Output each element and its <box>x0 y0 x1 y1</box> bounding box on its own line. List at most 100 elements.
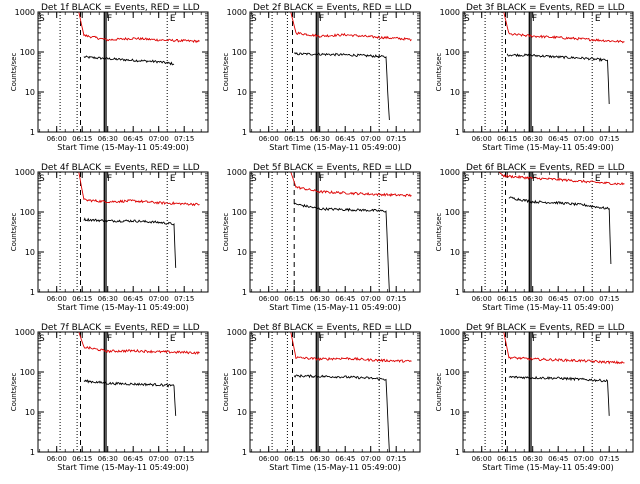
y-tick-label: 100 <box>445 48 460 57</box>
x-tick-label: 06:30 <box>523 135 543 143</box>
marker-s: S <box>39 14 45 24</box>
marker-f: F <box>107 334 112 344</box>
panel-title: Det 7f BLACK = Events, RED = LLD <box>41 323 200 333</box>
y-tick-label: 100 <box>20 368 35 377</box>
y-tick-label: 1 <box>455 128 460 137</box>
plot-frame <box>462 331 634 453</box>
x-tick-label: 06:30 <box>310 455 330 463</box>
lld-series-line <box>463 172 625 186</box>
x-tick-label: 06:45 <box>548 295 568 303</box>
y-tick-label: 1 <box>30 288 35 297</box>
panel-3: Det 3f BLACK = Events, RED = LLD 1 10 100 10… <box>435 3 634 152</box>
panel-6: Det 6f BLACK = Events, RED = LLD 1 10 100 10… <box>435 163 634 312</box>
x-tick-label: 07:15 <box>174 455 194 463</box>
y-tick-label: 1000 <box>440 328 460 337</box>
y-tick-label: 1 <box>455 448 460 457</box>
x-tick-label: 06:15 <box>72 295 92 303</box>
panel-1: Det 1f BLACK = Events, RED = LLD 1 10 100 10… <box>10 3 209 152</box>
events-series-line <box>83 55 175 66</box>
y-tick-label: 100 <box>445 368 460 377</box>
marker-f: F <box>319 14 324 24</box>
x-tick-label: 06:00 <box>259 455 279 463</box>
y-tick-label: 100 <box>445 208 460 217</box>
x-tick-label: 06:30 <box>98 295 118 303</box>
x-tick-label: 06:30 <box>98 135 118 143</box>
marker-s: S <box>464 174 470 184</box>
panel-7: Det 7f BLACK = Events, RED = LLD 1 10 100 10… <box>10 323 209 472</box>
marker-f: F <box>107 174 112 184</box>
marker-e: E <box>382 334 388 344</box>
x-tick-label: 06:30 <box>523 295 543 303</box>
panel-title: Det 5f BLACK = Events, RED = LLD <box>253 163 412 173</box>
x-axis-label: Start Time (15-May-11 05:49:00) <box>482 463 613 472</box>
lld-series-line <box>38 172 200 207</box>
plot-frame <box>462 11 634 133</box>
panel-4: Det 4f BLACK = Events, RED = LLD 1 10 100 10… <box>10 163 209 312</box>
x-tick-label: 07:00 <box>149 295 169 303</box>
y-tick-label: 1 <box>242 128 247 137</box>
x-tick-label: 06:15 <box>72 455 92 463</box>
x-axis-label: Start Time (15-May-11 05:49:00) <box>482 303 613 312</box>
marker-s: S <box>251 14 257 24</box>
y-tick-label: 10 <box>450 408 460 417</box>
x-tick-label: 06:45 <box>548 135 568 143</box>
marker-s: S <box>39 334 45 344</box>
x-tick-label: 06:00 <box>259 295 279 303</box>
x-tick-label: 06:45 <box>123 295 143 303</box>
plot-frame <box>249 11 421 133</box>
marker-e: E <box>170 14 176 24</box>
panel-title: Det 9f BLACK = Events, RED = LLD <box>466 323 625 333</box>
marker-s: S <box>464 14 470 24</box>
y-tick-label: 1000 <box>227 168 247 177</box>
marker-f: F <box>532 14 537 24</box>
panel-title: Det 8f BLACK = Events, RED = LLD <box>253 323 412 333</box>
x-tick-label: 06:30 <box>98 455 118 463</box>
x-tick-label: 06:15 <box>72 135 92 143</box>
lld-series-line <box>38 12 200 44</box>
marker-s: S <box>251 334 257 344</box>
x-tick-label: 07:00 <box>361 295 381 303</box>
x-tick-label: 07:00 <box>574 455 594 463</box>
x-axis-label: Start Time (15-May-11 05:49:00) <box>57 143 188 152</box>
y-tick-label: 100 <box>232 368 247 377</box>
lld-series-line <box>250 172 412 198</box>
y-tick-label: 100 <box>232 48 247 57</box>
events-series-line <box>83 379 177 416</box>
y-tick-label: 10 <box>237 248 247 257</box>
x-tick-label: 07:15 <box>599 135 619 143</box>
x-tick-label: 06:45 <box>335 295 355 303</box>
x-tick-label: 07:15 <box>386 135 406 143</box>
y-axis-label: Counts/sec <box>435 373 443 412</box>
x-axis-label: Start Time (15-May-11 05:49:00) <box>57 463 188 472</box>
x-tick-label: 06:45 <box>335 455 355 463</box>
x-axis-label: Start Time (15-May-11 05:49:00) <box>269 143 400 152</box>
x-axis-label: Start Time (15-May-11 05:49:00) <box>269 303 400 312</box>
x-axis-label: Start Time (15-May-11 05:49:00) <box>482 143 613 152</box>
marker-e: E <box>595 174 601 184</box>
y-tick-label: 10 <box>25 88 35 97</box>
y-axis-label: Counts/sec <box>222 373 230 412</box>
y-tick-label: 10 <box>237 408 247 417</box>
events-series-line <box>293 52 390 121</box>
x-tick-label: 06:00 <box>47 455 67 463</box>
y-tick-label: 1000 <box>440 168 460 177</box>
marker-e: E <box>595 14 601 24</box>
y-tick-label: 100 <box>20 208 35 217</box>
x-tick-label: 06:45 <box>335 135 355 143</box>
x-tick-label: 06:15 <box>284 455 304 463</box>
y-tick-label: 1 <box>30 128 35 137</box>
y-axis-label: Counts/sec <box>435 213 443 252</box>
plot-frame <box>37 331 209 453</box>
marker-e: E <box>382 174 388 184</box>
x-tick-label: 06:15 <box>497 135 517 143</box>
marker-f: F <box>319 334 324 344</box>
y-axis-label: Counts/sec <box>222 213 230 252</box>
plot-frame <box>37 11 209 133</box>
x-tick-label: 06:00 <box>472 135 492 143</box>
plot-frame <box>462 171 634 293</box>
events-series-line <box>506 53 610 105</box>
x-tick-label: 06:15 <box>497 295 517 303</box>
y-tick-label: 1 <box>242 448 247 457</box>
